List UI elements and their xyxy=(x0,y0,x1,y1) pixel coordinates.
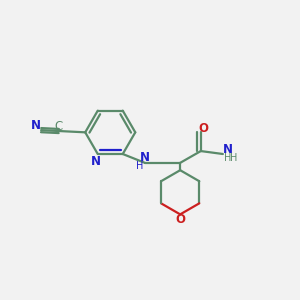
Text: H: H xyxy=(136,161,143,171)
Text: N: N xyxy=(140,151,150,164)
Text: O: O xyxy=(198,122,208,136)
Text: N: N xyxy=(223,143,232,156)
Text: H: H xyxy=(224,152,231,163)
Text: H: H xyxy=(230,152,237,163)
Text: O: O xyxy=(175,213,185,226)
Text: N: N xyxy=(31,119,41,132)
Text: C: C xyxy=(55,120,63,133)
Text: N: N xyxy=(91,155,101,168)
